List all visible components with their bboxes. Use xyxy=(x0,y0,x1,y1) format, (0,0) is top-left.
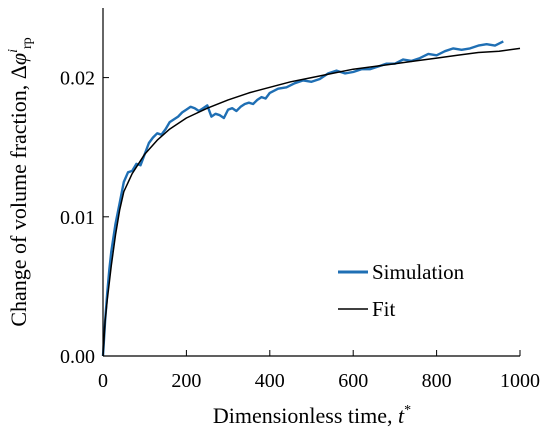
x-tick-label: 400 xyxy=(255,370,285,392)
y-tick-label: 0.02 xyxy=(60,68,95,90)
x-tick-label: 200 xyxy=(171,370,201,392)
y-tick-label: 0.01 xyxy=(60,207,95,229)
x-tick-label: 1000 xyxy=(500,370,540,392)
legend-label-simulation: Simulation xyxy=(372,260,465,284)
legend-label-fit: Fit xyxy=(372,297,396,321)
x-tick-label: 0 xyxy=(98,370,108,392)
x-tick-label: 600 xyxy=(338,370,368,392)
tick-labels: 0 200 400 600 800 1000 0.00 0.01 0.02 xyxy=(60,68,540,392)
series-line-fit xyxy=(102,47,521,357)
x-axis-title: Dimensionless time, t* xyxy=(213,403,411,428)
legend: Simulation Fit xyxy=(338,260,465,321)
y-tick-label: 0.00 xyxy=(60,346,95,368)
x-tick-label: 800 xyxy=(422,370,452,392)
axes xyxy=(102,8,521,357)
plot-area xyxy=(101,40,521,357)
y-axis-title: Change of volume fraction, Δφirp xyxy=(6,37,35,326)
series-line-simulation xyxy=(101,40,504,357)
